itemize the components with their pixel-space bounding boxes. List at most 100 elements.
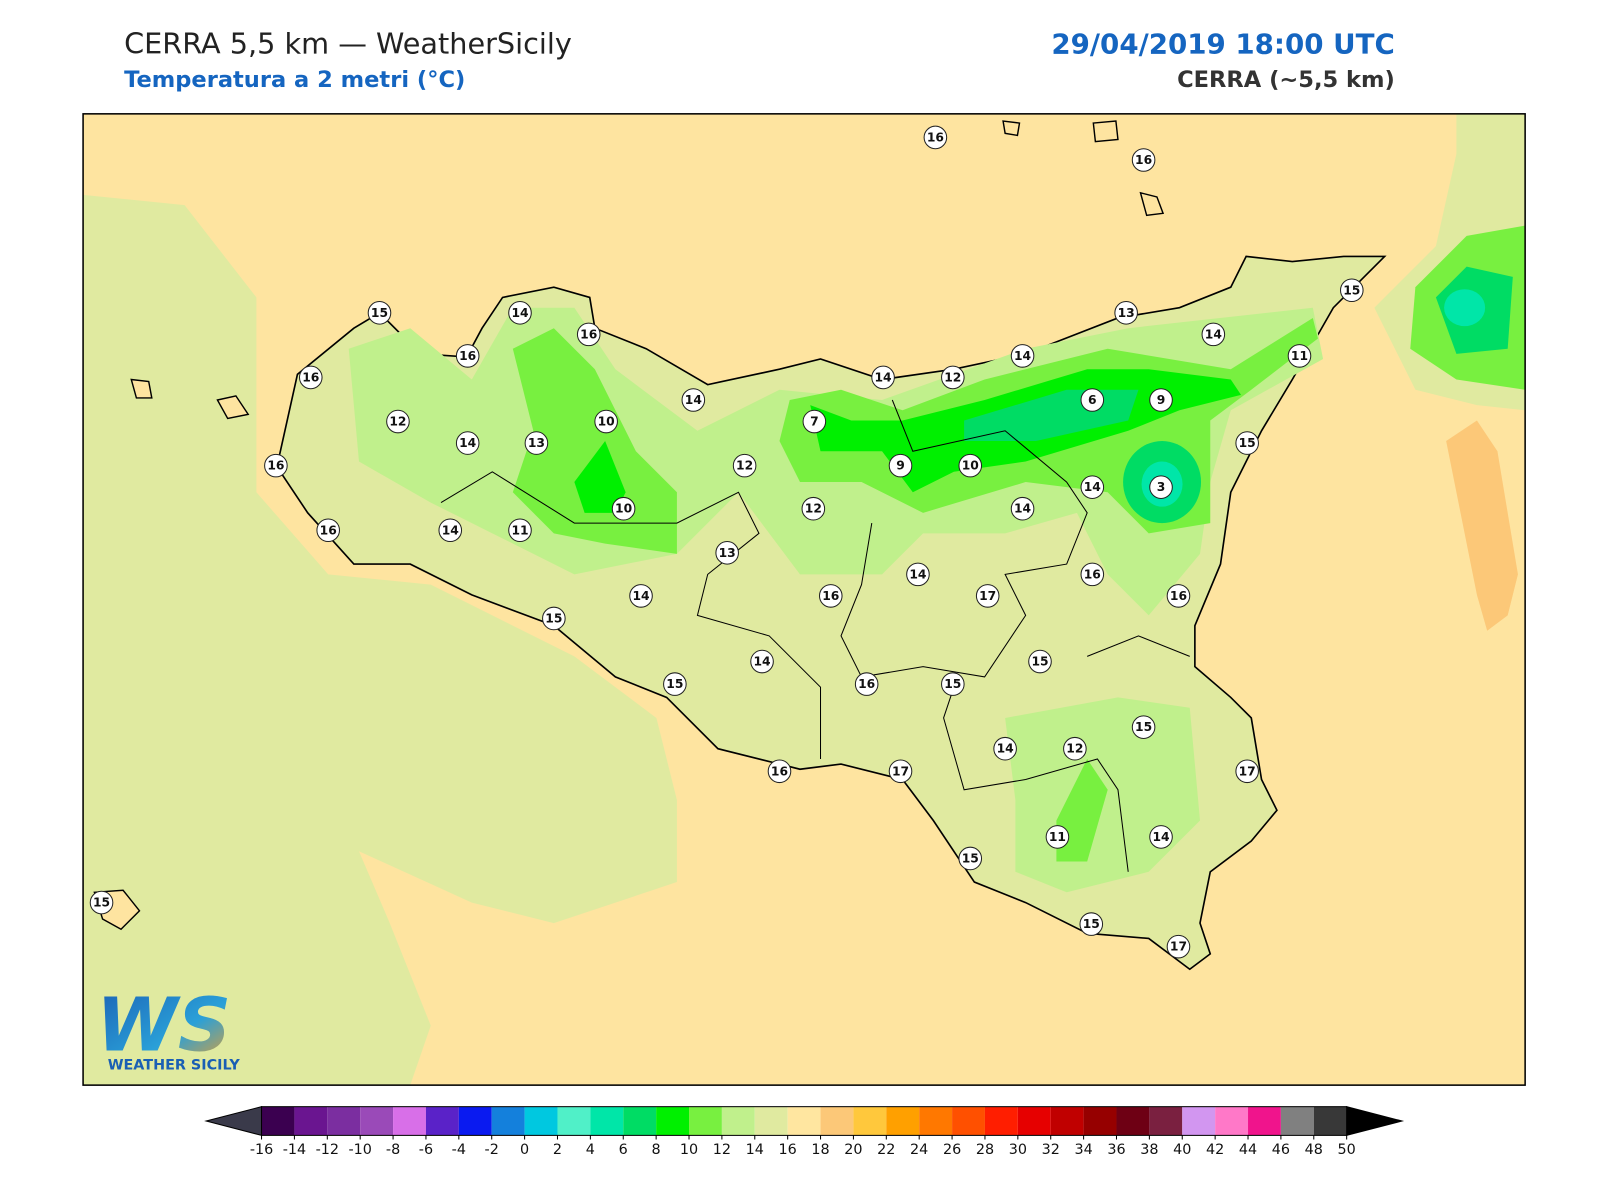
station: 14 [629, 584, 653, 608]
station: 12 [801, 496, 826, 521]
province-border [440, 399, 1190, 872]
station-marker [750, 649, 774, 674]
colorbar-tick-label: 36 [1107, 1142, 1125, 1158]
station-marker [888, 759, 913, 784]
subtitle: Temperatura a 2 metri (°C) [124, 67, 465, 93]
station-marker [1045, 825, 1070, 849]
station-value: 3 [1157, 480, 1166, 494]
colorbar-under [204, 1106, 263, 1137]
station-marker [438, 518, 463, 543]
station: 15 [958, 846, 983, 871]
station-value: 12 [389, 415, 406, 429]
station-marker [1201, 322, 1226, 347]
station-marker [802, 409, 827, 434]
station-marker [1149, 825, 1173, 849]
station-value: 14 [1152, 830, 1169, 844]
station-marker [1114, 301, 1138, 325]
colorbar-tick-label: 6 [619, 1142, 628, 1158]
station-value: 16 [858, 677, 875, 691]
colorbar-tick-label: 28 [976, 1142, 994, 1158]
colorbar-segment [327, 1106, 361, 1136]
colorbar-segment [754, 1106, 788, 1136]
station-value: 15 [371, 306, 388, 320]
logo-name: WEATHER SICILY [108, 1058, 241, 1074]
station-marker [1010, 344, 1035, 368]
colorbar-tick-label: 26 [943, 1142, 961, 1158]
temp-field [1446, 420, 1518, 631]
station: 16 [854, 672, 879, 696]
colorbar-segment [524, 1106, 558, 1136]
station: 15 [941, 672, 965, 696]
station-marker [1235, 759, 1259, 784]
station-marker [1287, 344, 1312, 368]
station-value: 14 [1014, 502, 1031, 516]
station-marker [542, 606, 566, 631]
station-value: 14 [442, 523, 459, 537]
station: 13 [1114, 301, 1138, 325]
station: 14 [906, 562, 930, 587]
station-value: 15 [962, 851, 979, 865]
station-marker [663, 672, 687, 696]
station: 14 [455, 431, 480, 455]
temp-field [1444, 289, 1486, 327]
station-marker [1166, 934, 1191, 959]
station: 15 [663, 672, 687, 696]
station-marker [508, 518, 532, 543]
station-value: 15 [1031, 655, 1048, 669]
map [83, 113, 1526, 1086]
colorbar-tick-label: 8 [652, 1142, 661, 1158]
station: 11 [1287, 344, 1312, 368]
colorbar-tick-label: -8 [386, 1142, 400, 1158]
station-marker [801, 496, 826, 521]
colorbar-segment [1050, 1106, 1084, 1136]
station: 14 [750, 649, 774, 674]
colorbar-tick-label: 34 [1074, 1142, 1092, 1158]
station-marker [1080, 388, 1105, 412]
station: 16 [1131, 148, 1156, 172]
colorbar-segment [656, 1106, 690, 1136]
colorbar-segment [590, 1106, 624, 1136]
station-marker [923, 125, 948, 150]
station-marker [854, 672, 879, 696]
station: 13 [715, 541, 739, 565]
station-value: 16 [1135, 153, 1152, 167]
station: 14 [871, 365, 895, 390]
station-value: 15 [1239, 436, 1256, 450]
station-value: 14 [511, 306, 528, 320]
colorbar-tick-label: 40 [1173, 1142, 1191, 1158]
station: 14 [438, 518, 463, 543]
station-value: 12 [1066, 742, 1083, 756]
station-marker [975, 584, 1000, 608]
colorbar-tick-label: 2 [553, 1142, 562, 1158]
station-marker [818, 584, 843, 608]
station: 16 [316, 518, 340, 543]
station: 14 [1010, 344, 1035, 368]
station: 16 [576, 322, 601, 347]
station-marker [1339, 278, 1364, 303]
station-marker [941, 365, 965, 390]
station-value: 10 [615, 502, 632, 516]
colorbar-segment [458, 1106, 492, 1136]
station-value: 15 [1083, 917, 1100, 931]
station: 6 [1080, 388, 1105, 412]
station: 10 [611, 496, 636, 521]
station: 15 [1028, 649, 1052, 674]
station: 15 [367, 301, 392, 325]
station-value: 17 [1239, 764, 1256, 778]
station-value: 11 [511, 523, 528, 537]
colorbar-segment [853, 1106, 887, 1136]
colorbar-tick-label: -4 [452, 1142, 466, 1158]
station-value: 14 [1014, 349, 1031, 363]
colorbar-segment [261, 1106, 295, 1136]
station-marker [1079, 912, 1104, 936]
colorbar-tick-label: -6 [419, 1142, 433, 1158]
colorbar-segment [1313, 1106, 1347, 1136]
station: 13 [524, 431, 549, 455]
colorbar-segment [1017, 1106, 1051, 1136]
station-value: 9 [896, 459, 905, 473]
colorbar-over [1346, 1106, 1405, 1137]
colorbar-tick-label: -2 [485, 1142, 499, 1158]
colorbar-tick-label: -12 [316, 1142, 339, 1158]
colorbar-segment [1083, 1106, 1117, 1136]
